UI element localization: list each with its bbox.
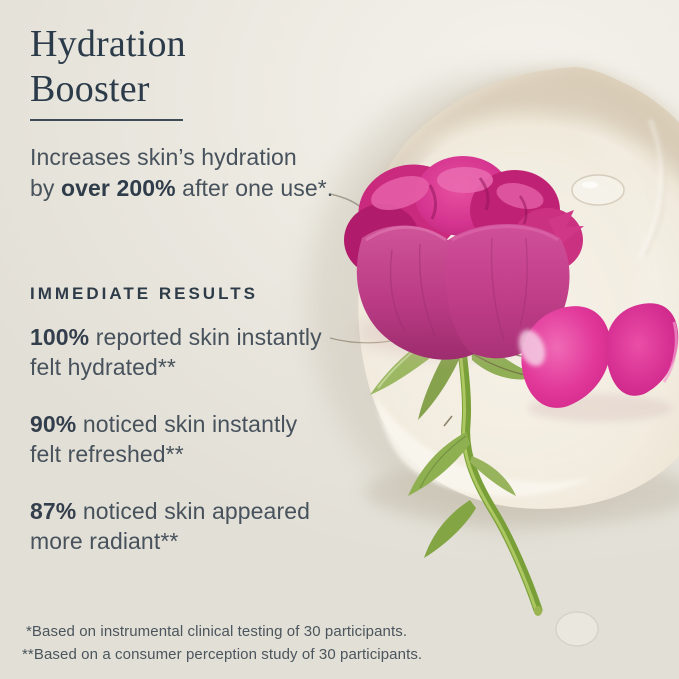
result-text: reported skin instantly [89,324,322,350]
result-line-1: 87% noticed skin appeared [30,496,310,526]
result-item: 90% noticed skin instantly felt refreshe… [30,409,297,469]
results-heading: IMMEDIATE RESULTS [30,284,258,303]
title-line-1: Hydration [30,23,186,65]
claim-emphasis: over 200% [60,175,176,201]
water-droplet [571,174,625,206]
result-line-1: 90% noticed skin instantly [30,409,297,439]
claim-line-2: by over 200% after one use*. [30,173,333,204]
title-divider [30,119,183,121]
loose-petal-right [605,303,679,396]
result-line-2: felt hydrated** [30,354,176,380]
page-title: Hydration Booster [30,22,186,112]
result-text: noticed skin instantly [76,411,298,437]
loose-petal-left [521,306,611,408]
background-droplet [555,611,599,647]
loose-petals [518,303,679,422]
footnotes: *Based on instrumental clinical testing … [22,620,422,666]
claim-suffix: after one use*. [175,175,334,201]
result-item: 100% reported skin instantly felt hydrat… [30,322,322,382]
claim-line-1: Increases skin’s hydration [30,144,297,170]
result-item: 87% noticed skin appeared more radiant** [30,496,310,556]
result-stat: 90% [30,411,77,437]
claim-prefix: by [30,175,61,201]
result-line-2: felt refreshed** [30,441,184,467]
rose-stem [408,325,543,616]
result-text: noticed skin appeared [76,498,310,524]
footnote: *Based on instrumental clinical testing … [26,623,408,640]
hydration-claim: Increases skin’s hydration by over 200% … [30,142,333,204]
result-line-2: more radiant** [30,528,179,554]
title-line-2: Booster [30,68,150,110]
result-stat: 87% [30,498,77,524]
result-line-1: 100% reported skin instantly [30,322,322,352]
footnote: **Based on a consumer perception study o… [22,646,423,663]
result-stat: 100% [30,324,90,350]
